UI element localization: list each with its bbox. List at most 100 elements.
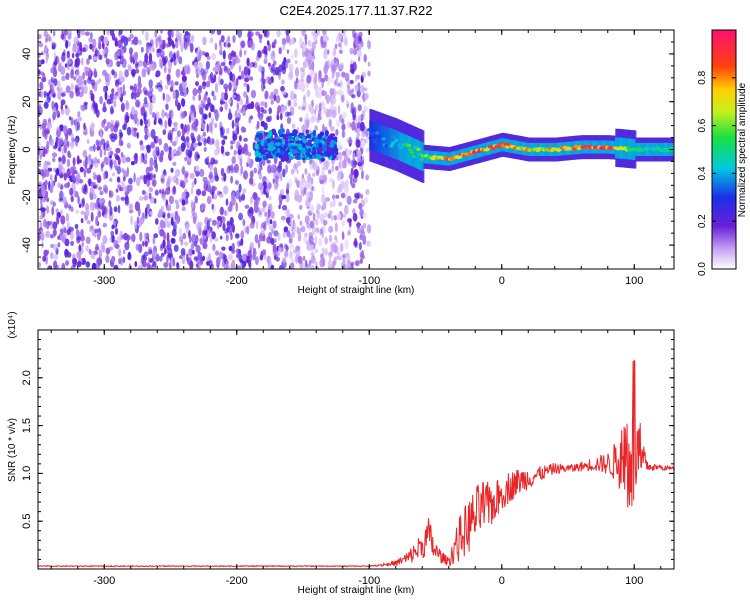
heatmap-cell	[238, 196, 242, 203]
heatmap-cell	[354, 193, 360, 200]
heatmap-cell	[268, 224, 274, 231]
heatmap-cell	[153, 198, 157, 204]
heatmap-cell	[128, 47, 134, 55]
heatmap-cell	[144, 110, 148, 119]
heatmap-cell	[127, 235, 131, 241]
heatmap-cell	[270, 264, 275, 269]
heatmap-cell	[156, 48, 162, 54]
heatmap-cell	[335, 128, 339, 136]
heatmap-cell	[267, 142, 273, 147]
heatmap-cell	[175, 37, 178, 43]
heatmap-cell	[70, 132, 74, 141]
heatmap-cell	[87, 155, 91, 165]
heatmap-cell	[111, 69, 115, 76]
heatmap-cell	[301, 43, 307, 53]
heatmap-cell	[168, 146, 172, 154]
heatmap-cell	[276, 114, 280, 121]
heatmap-cell	[106, 121, 111, 129]
heatmap-cell	[252, 250, 257, 256]
snr-xtick-label: -200	[226, 575, 248, 587]
heatmap-cell	[145, 166, 150, 176]
heatmap-cell	[220, 62, 226, 67]
heatmap-cell	[334, 43, 338, 49]
heatmap-cell	[332, 197, 336, 208]
heatmap-cell	[322, 256, 326, 267]
heatmap-cell	[175, 150, 180, 157]
heatmap-cell	[297, 143, 303, 149]
heatmap-cell	[311, 31, 315, 37]
heatmap-cell	[231, 259, 235, 267]
heatmap-cell	[113, 264, 119, 269]
heatmap-cell	[44, 179, 48, 186]
heatmap-cell	[78, 244, 82, 252]
heatmap-cell	[280, 215, 286, 221]
heatmap-cell	[232, 265, 238, 269]
heatmap-cell	[309, 159, 314, 164]
heatmap-cell	[288, 238, 292, 244]
heatmap-cell	[124, 69, 129, 78]
heatmap-cell	[44, 190, 49, 198]
heatmap-cell	[247, 68, 251, 76]
heatmap-cell	[229, 217, 234, 226]
heatmap-cell	[45, 55, 48, 64]
heatmap-cell	[120, 151, 124, 158]
heatmap-cell	[56, 86, 60, 92]
heatmap-cell	[170, 80, 174, 90]
heatmap-cell	[209, 37, 214, 44]
heatmap-cell	[347, 230, 351, 236]
snr-xtick-label: 100	[625, 575, 643, 587]
heatmap-cell	[317, 133, 322, 140]
heatmap-cell	[93, 68, 97, 78]
heatmap-cell	[154, 189, 159, 196]
heatmap-cell	[95, 264, 101, 269]
heatmap-cell	[203, 230, 208, 236]
heatmap-cell	[338, 161, 342, 169]
heatmap-cell	[52, 243, 58, 251]
heatmap-cell	[259, 254, 264, 261]
heatmap-cell	[284, 133, 288, 140]
heatmap-cell	[394, 139, 399, 143]
heatmap-cell	[198, 51, 202, 61]
heatmap-cell	[255, 220, 259, 230]
heatmap-cell	[57, 242, 61, 248]
heatmap-cell	[210, 30, 216, 35]
heatmap-cell	[168, 110, 172, 119]
heatmap-cell	[145, 31, 149, 41]
heatmap-cell	[77, 34, 81, 39]
heatmap-cell	[332, 154, 337, 159]
heatmap-cell	[234, 110, 238, 118]
heatmap-cell	[237, 75, 242, 80]
heatmap-cell	[219, 49, 223, 56]
heatmap-cell	[47, 122, 53, 130]
heatmap-cell	[242, 188, 247, 194]
heatmap-cell	[63, 144, 68, 154]
heatmap-cell	[67, 251, 72, 258]
heatmap-cell	[341, 123, 346, 131]
heatmap-cell	[49, 138, 54, 147]
heatmap-cell	[313, 162, 319, 173]
heatmap-cell	[148, 264, 152, 269]
heatmap-cell	[203, 137, 207, 147]
heatmap-cell	[365, 174, 369, 181]
heatmap-cell	[311, 41, 316, 51]
heatmap-cell	[306, 74, 312, 84]
heatmap-cell	[98, 78, 101, 83]
heatmap-cell	[301, 136, 306, 143]
heatmap-cell	[203, 234, 207, 240]
heatmap-cell	[212, 243, 216, 251]
heatmap-cell	[195, 81, 199, 87]
heatmap-cell	[342, 257, 346, 265]
heatmap-cell	[308, 260, 312, 266]
heatmap-cell	[333, 136, 338, 141]
heatmap-cell	[120, 38, 125, 43]
heatmap-cell	[314, 235, 318, 245]
heatmap-cell	[109, 150, 114, 156]
heatmap-cell	[287, 135, 293, 140]
heatmap-cell	[58, 164, 62, 175]
heatmap-cell	[240, 165, 243, 175]
heatmap-cell	[175, 68, 181, 78]
heatmap-cell	[179, 40, 185, 48]
heatmap-cell	[139, 175, 144, 180]
heatmap-cell	[353, 32, 358, 38]
heatmap-cell	[309, 182, 312, 191]
